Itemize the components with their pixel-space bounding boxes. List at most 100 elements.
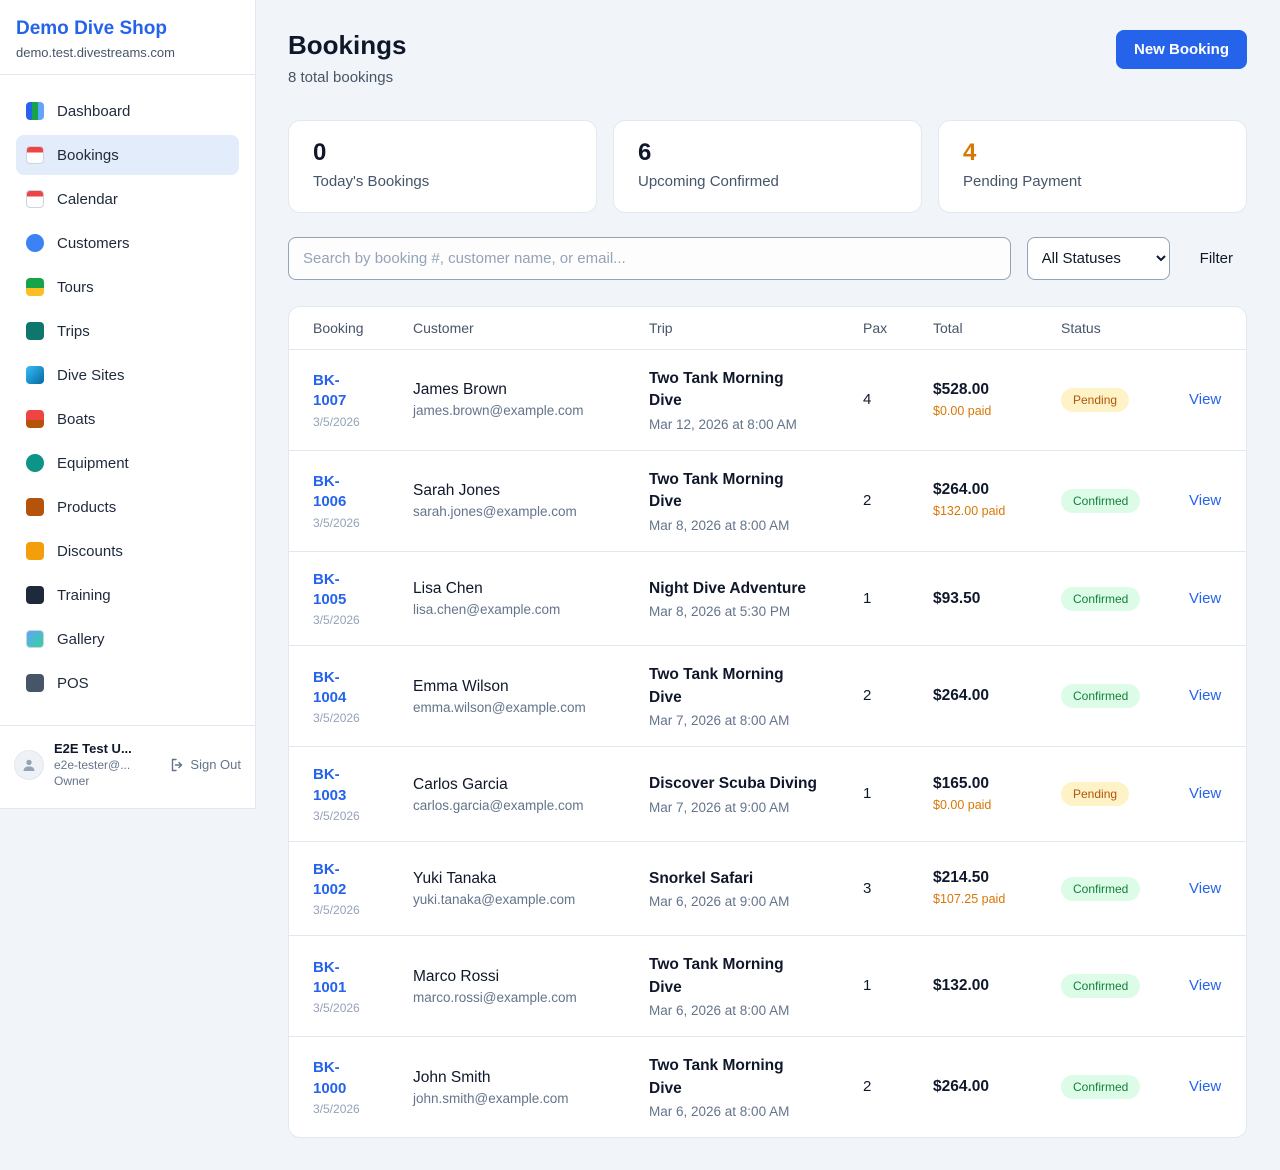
- graduation-cap-icon: [26, 586, 44, 604]
- total-amount: $165.00: [933, 774, 990, 792]
- stat-value-pending-payment: 4: [963, 139, 977, 166]
- booking-id-link[interactable]: BK-1006: [313, 473, 347, 511]
- status-badge: Pending: [1061, 782, 1130, 807]
- page-subtitle: 8 total bookings: [288, 69, 394, 86]
- table-row: BK-1005 3/5/2026 Lisa Chen lisa.chen@exa…: [289, 551, 1246, 647]
- sidebar-item-trips[interactable]: Trips: [16, 311, 239, 351]
- trip-datetime: Mar 6, 2026 at 8:00 AM: [649, 1003, 790, 1019]
- booking-id-link[interactable]: BK-1004: [313, 668, 347, 706]
- view-booking-link[interactable]: View: [1189, 879, 1222, 897]
- page-title: Bookings: [288, 30, 407, 60]
- stat-card-pending-payment: 4 Pending Payment: [938, 120, 1247, 213]
- filter-row: All Statuses Filter: [288, 237, 1247, 280]
- sign-out-icon: [172, 758, 183, 771]
- table-row: BK-1003 3/5/2026 Carlos Garcia carlos.ga…: [289, 746, 1246, 842]
- bookings-table-body: BK-1007 3/5/2026 James Brown james.brown…: [289, 349, 1246, 1138]
- customer-name: Emma Wilson: [413, 677, 509, 695]
- sidebar-item-training[interactable]: Training: [16, 575, 239, 615]
- sidebar-item-bookings[interactable]: Bookings: [16, 135, 239, 175]
- trip-datetime: Mar 6, 2026 at 9:00 AM: [649, 894, 790, 910]
- table-row: BK-1002 3/5/2026 Yuki Tanaka yuki.tanaka…: [289, 841, 1246, 937]
- amount-paid: $0.00 paid: [933, 797, 992, 812]
- table-row: BK-1001 3/5/2026 Marco Rossi marco.rossi…: [289, 935, 1246, 1038]
- view-booking-link[interactable]: View: [1189, 1078, 1222, 1096]
- view-booking-link[interactable]: View: [1189, 977, 1222, 995]
- sidebar-item-discounts[interactable]: Discounts: [16, 531, 239, 571]
- stat-card-todays-bookings: 0 Today's Bookings: [288, 120, 597, 213]
- table-row: BK-1000 3/5/2026 John Smith john.smith@e…: [289, 1037, 1246, 1137]
- new-booking-button[interactable]: New Booking: [1115, 30, 1247, 69]
- user-box: E2E Test U... e2e-tester@... Owner Sign …: [0, 725, 255, 808]
- status-filter-select[interactable]: All Statuses: [1026, 237, 1170, 280]
- total-amount: $132.00: [933, 977, 990, 995]
- sidebar-item-calendar[interactable]: Calendar: [16, 179, 239, 219]
- view-booking-link[interactable]: View: [1189, 687, 1222, 705]
- table-row: BK-1007 3/5/2026 James Brown james.brown…: [289, 349, 1246, 451]
- filter-button[interactable]: Filter: [1186, 250, 1247, 267]
- stat-value-todays-bookings: 0: [313, 139, 327, 166]
- sidebar-item-customers[interactable]: Customers: [16, 223, 239, 263]
- pax-count: 2: [863, 687, 872, 705]
- view-booking-link[interactable]: View: [1189, 589, 1222, 607]
- view-booking-link[interactable]: View: [1189, 785, 1222, 803]
- booking-id-link[interactable]: BK-1007: [313, 372, 347, 410]
- bookings-table-card: Booking Customer Trip Pax Total Status B…: [288, 306, 1247, 1139]
- view-booking-link[interactable]: View: [1189, 491, 1222, 509]
- customer-name: Carlos Garcia: [413, 775, 508, 793]
- booking-id-link[interactable]: BK-1001: [313, 958, 347, 996]
- total-amount: $214.50: [933, 869, 990, 887]
- booking-id-link[interactable]: BK-1005: [313, 570, 347, 609]
- pax-count: 2: [863, 491, 872, 509]
- main-content: Bookings 8 total bookings New Booking 0 …: [256, 0, 1280, 1170]
- booking-id-link[interactable]: BK-1002: [313, 860, 347, 899]
- boat-icon: [26, 410, 44, 428]
- sidebar-item-equipment[interactable]: Equipment: [16, 443, 239, 483]
- trip-name: Two Tank Morning Dive: [649, 666, 784, 706]
- sidebar-item-products[interactable]: Products: [16, 487, 239, 527]
- sidebar-item-dashboard[interactable]: Dashboard: [16, 91, 239, 131]
- customer-email: sarah.jones@example.com: [413, 504, 577, 520]
- customer-email: yuki.tanaka@example.com: [413, 892, 576, 908]
- sidebar-item-gallery[interactable]: Gallery: [16, 619, 239, 659]
- sign-out-label: Sign Out: [190, 757, 241, 772]
- package-icon: [26, 498, 44, 516]
- column-header-booking: Booking: [289, 307, 401, 350]
- sidebar-item-pos[interactable]: POS: [16, 663, 239, 703]
- booking-date: 3/5/2026: [313, 414, 360, 429]
- booking-id-link[interactable]: BK-1000: [313, 1059, 347, 1097]
- sidebar-item-dive-sites[interactable]: Dive Sites: [16, 355, 239, 395]
- column-header-total: Total: [921, 307, 1049, 350]
- booking-date: 3/5/2026: [313, 515, 360, 530]
- stat-label-pending-payment: Pending Payment: [963, 173, 1082, 190]
- total-amount: $264.00: [933, 1078, 990, 1096]
- column-header-trip: Trip: [637, 307, 851, 350]
- dive-mask-icon: [26, 454, 44, 472]
- pax-count: 1: [863, 589, 872, 607]
- sidebar-item-tours[interactable]: Tours: [16, 267, 239, 307]
- customer-email: emma.wilson@example.com: [413, 699, 586, 715]
- pax-count: 1: [863, 785, 872, 803]
- pax-count: 1: [863, 977, 872, 995]
- calendar-icon: [26, 190, 44, 208]
- column-header-status: Status: [1049, 307, 1177, 350]
- sign-out-button[interactable]: Sign Out: [170, 757, 241, 772]
- user-role: Owner: [54, 774, 90, 788]
- customer-name: Sarah Jones: [413, 482, 501, 500]
- user-name: E2E Test U...: [54, 741, 132, 756]
- wave-icon: [26, 322, 44, 340]
- status-badge: Confirmed: [1061, 974, 1141, 999]
- amount-paid: $0.00 paid: [933, 403, 992, 418]
- page-header: Bookings 8 total bookings New Booking: [288, 30, 1247, 86]
- view-booking-link[interactable]: View: [1189, 390, 1222, 408]
- booking-id-link[interactable]: BK-1003: [313, 766, 347, 804]
- trip-datetime: Mar 8, 2026 at 5:30 PM: [649, 604, 791, 620]
- search-input[interactable]: [288, 237, 1011, 280]
- customer-email: john.smith@example.com: [413, 1090, 569, 1106]
- sidebar-nav: Dashboard Bookings Calendar Customers To…: [0, 75, 255, 717]
- customer-name: John Smith: [413, 1068, 491, 1086]
- booking-date: 3/5/2026: [313, 903, 360, 918]
- total-amount: $264.00: [933, 687, 990, 705]
- sidebar-item-boats[interactable]: Boats: [16, 399, 239, 439]
- pax-count: 4: [863, 390, 872, 408]
- pax-count: 3: [863, 879, 872, 897]
